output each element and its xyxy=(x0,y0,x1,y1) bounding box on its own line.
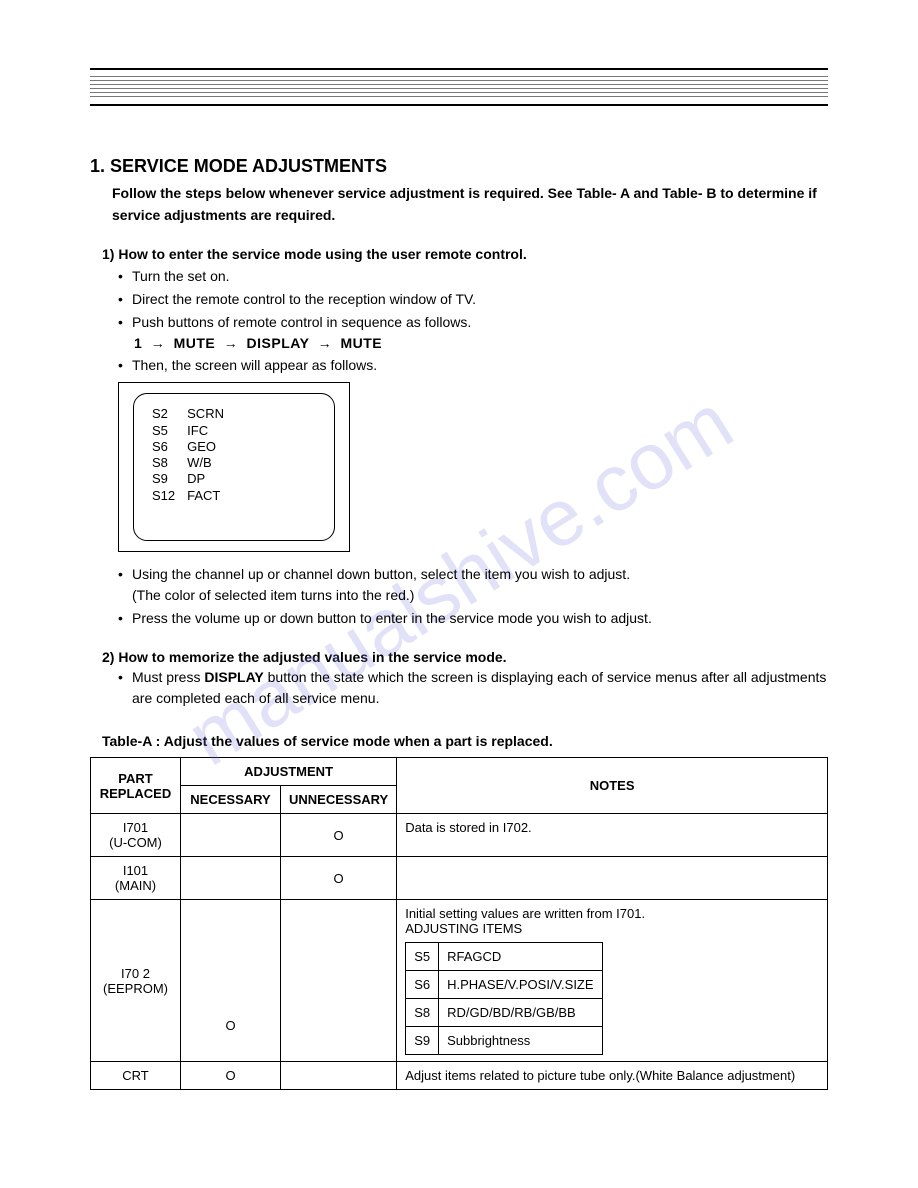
cell-part: I101 (MAIN) xyxy=(91,857,181,900)
table-row: S8W/B xyxy=(152,455,236,471)
nested-table: S5RFAGCD S6H.PHASE/V.POSI/V.SIZE S8RD/GD… xyxy=(405,942,602,1055)
cell: H.PHASE/V.POSI/V.SIZE xyxy=(439,971,602,999)
subsection-1-bullets-2: Then, the screen will appear as follows. xyxy=(118,355,828,376)
cell-unnec xyxy=(281,900,397,1062)
table-caption: Table-A : Adjust the values of service m… xyxy=(102,733,828,749)
table-header-row: PART REPLACED ADJUSTMENT NOTES xyxy=(91,758,828,786)
table-a: PART REPLACED ADJUSTMENT NOTES NECESSARY… xyxy=(90,757,828,1090)
cell-part: I70 2 (EEPROM) xyxy=(91,900,181,1062)
table-row: S2SCRN xyxy=(152,406,236,422)
cell-part: CRT xyxy=(91,1062,181,1090)
table-row: CRT O Adjust items related to picture tu… xyxy=(91,1062,828,1090)
cell: S8 xyxy=(406,999,439,1027)
cell-unnec: O xyxy=(281,814,397,857)
table-row: S8RD/GD/BD/RB/GB/BB xyxy=(406,999,602,1027)
cell-part: I701 (U-COM) xyxy=(91,814,181,857)
list-text: Using the channel up or channel down but… xyxy=(132,566,630,582)
part-id: I101 xyxy=(123,863,148,878)
arrow-icon: → xyxy=(318,335,333,351)
th-necessary: NECESSARY xyxy=(181,786,281,814)
part-name: (U-COM) xyxy=(109,835,162,850)
cell-notes: Initial setting values are written from … xyxy=(397,900,828,1062)
cell: S6 xyxy=(152,439,187,455)
screen-preview: S2SCRN S5IFC S6GEO S8W/B S9DP S12FACT xyxy=(118,382,350,552)
cell-nec xyxy=(181,814,281,857)
cell: S9 xyxy=(406,1027,439,1055)
list-indent: (The color of selected item turns into t… xyxy=(132,587,414,603)
arrow-icon: → xyxy=(224,335,239,351)
subsection-1-post-bullets: Using the channel up or channel down but… xyxy=(118,564,828,629)
list-item: Using the channel up or channel down but… xyxy=(118,564,828,606)
arrow-icon: → xyxy=(151,335,166,351)
notes-line: ADJUSTING ITEMS xyxy=(405,921,819,936)
list-item: Press the volume up or down button to en… xyxy=(118,608,828,629)
cell: W/B xyxy=(187,455,236,471)
cell: DP xyxy=(187,471,236,487)
cell: RD/GD/BD/RB/GB/BB xyxy=(439,999,602,1027)
cell: Subbrightness xyxy=(439,1027,602,1055)
cell-notes: Adjust items related to picture tube onl… xyxy=(397,1062,828,1090)
th-notes: NOTES xyxy=(397,758,828,814)
list-item: Then, the screen will appear as follows. xyxy=(118,355,828,376)
cell: GEO xyxy=(187,439,236,455)
seq-4: MUTE xyxy=(340,335,382,351)
table-row: S5RFAGCD xyxy=(406,943,602,971)
part-id: I701 xyxy=(123,820,148,835)
screen-table: S2SCRN S5IFC S6GEO S8W/B S9DP S12FACT xyxy=(152,406,236,504)
cell: S8 xyxy=(152,455,187,471)
seq-1: 1 xyxy=(134,335,142,351)
part-id: I70 2 xyxy=(121,966,150,981)
page-title: 1. SERVICE MODE ADJUSTMENTS xyxy=(90,156,828,177)
cell: S6 xyxy=(406,971,439,999)
display-word: DISPLAY xyxy=(204,669,263,685)
part-name: (MAIN) xyxy=(115,878,156,893)
list-item: Turn the set on. xyxy=(118,266,828,287)
screen-rounded: S2SCRN S5IFC S6GEO S8W/B S9DP S12FACT xyxy=(133,393,335,541)
table-row: S6GEO xyxy=(152,439,236,455)
cell: S5 xyxy=(406,943,439,971)
th-part: PART REPLACED xyxy=(91,758,181,814)
button-sequence: 1 → MUTE → DISPLAY → MUTE xyxy=(134,335,828,351)
cell: S9 xyxy=(152,471,187,487)
cell: S5 xyxy=(152,423,187,439)
cell: S12 xyxy=(152,488,187,504)
table-row: I70 2 (EEPROM) O Initial setting values … xyxy=(91,900,828,1062)
table-row: S9Subbrightness xyxy=(406,1027,602,1055)
list-item: Push buttons of remote control in sequen… xyxy=(118,312,828,333)
table-row: I101 (MAIN) O xyxy=(91,857,828,900)
cell: S2 xyxy=(152,406,187,422)
cell-nec xyxy=(181,857,281,900)
subsection-2-title: 2) How to memorize the adjusted values i… xyxy=(102,649,828,665)
subsection-2-body: Must press DISPLAY button the state whic… xyxy=(118,667,828,709)
notes-line: Initial setting values are written from … xyxy=(405,906,819,921)
header-rule xyxy=(90,68,828,106)
th-adjustment: ADJUSTMENT xyxy=(181,758,397,786)
text-run: Must press xyxy=(132,669,204,685)
cell-unnec: O xyxy=(281,857,397,900)
cell: FACT xyxy=(187,488,236,504)
table-row: S12FACT xyxy=(152,488,236,504)
cell: SCRN xyxy=(187,406,236,422)
seq-3: DISPLAY xyxy=(247,335,310,351)
cell-notes: Data is stored in I702. xyxy=(397,814,828,857)
cell: RFAGCD xyxy=(439,943,602,971)
table-row: S5IFC xyxy=(152,423,236,439)
cell-nec: O xyxy=(181,900,281,1062)
list-item: Direct the remote control to the recepti… xyxy=(118,289,828,310)
subsection-1-title: 1) How to enter the service mode using t… xyxy=(102,246,828,262)
subsection-1-bullets: Turn the set on. Direct the remote contr… xyxy=(118,266,828,333)
table-row: S9DP xyxy=(152,471,236,487)
cell-nec: O xyxy=(181,1062,281,1090)
cell-notes xyxy=(397,857,828,900)
list-item: Must press DISPLAY button the state whic… xyxy=(118,667,828,709)
seq-2: MUTE xyxy=(174,335,216,351)
section-intro: Follow the steps below whenever service … xyxy=(112,183,828,226)
table-row: I701 (U-COM) O Data is stored in I702. xyxy=(91,814,828,857)
cell: IFC xyxy=(187,423,236,439)
part-name: (EEPROM) xyxy=(103,981,168,996)
header-stripes xyxy=(90,76,828,98)
th-unnecessary: UNNECESSARY xyxy=(281,786,397,814)
cell-unnec xyxy=(281,1062,397,1090)
table-row: S6H.PHASE/V.POSI/V.SIZE xyxy=(406,971,602,999)
